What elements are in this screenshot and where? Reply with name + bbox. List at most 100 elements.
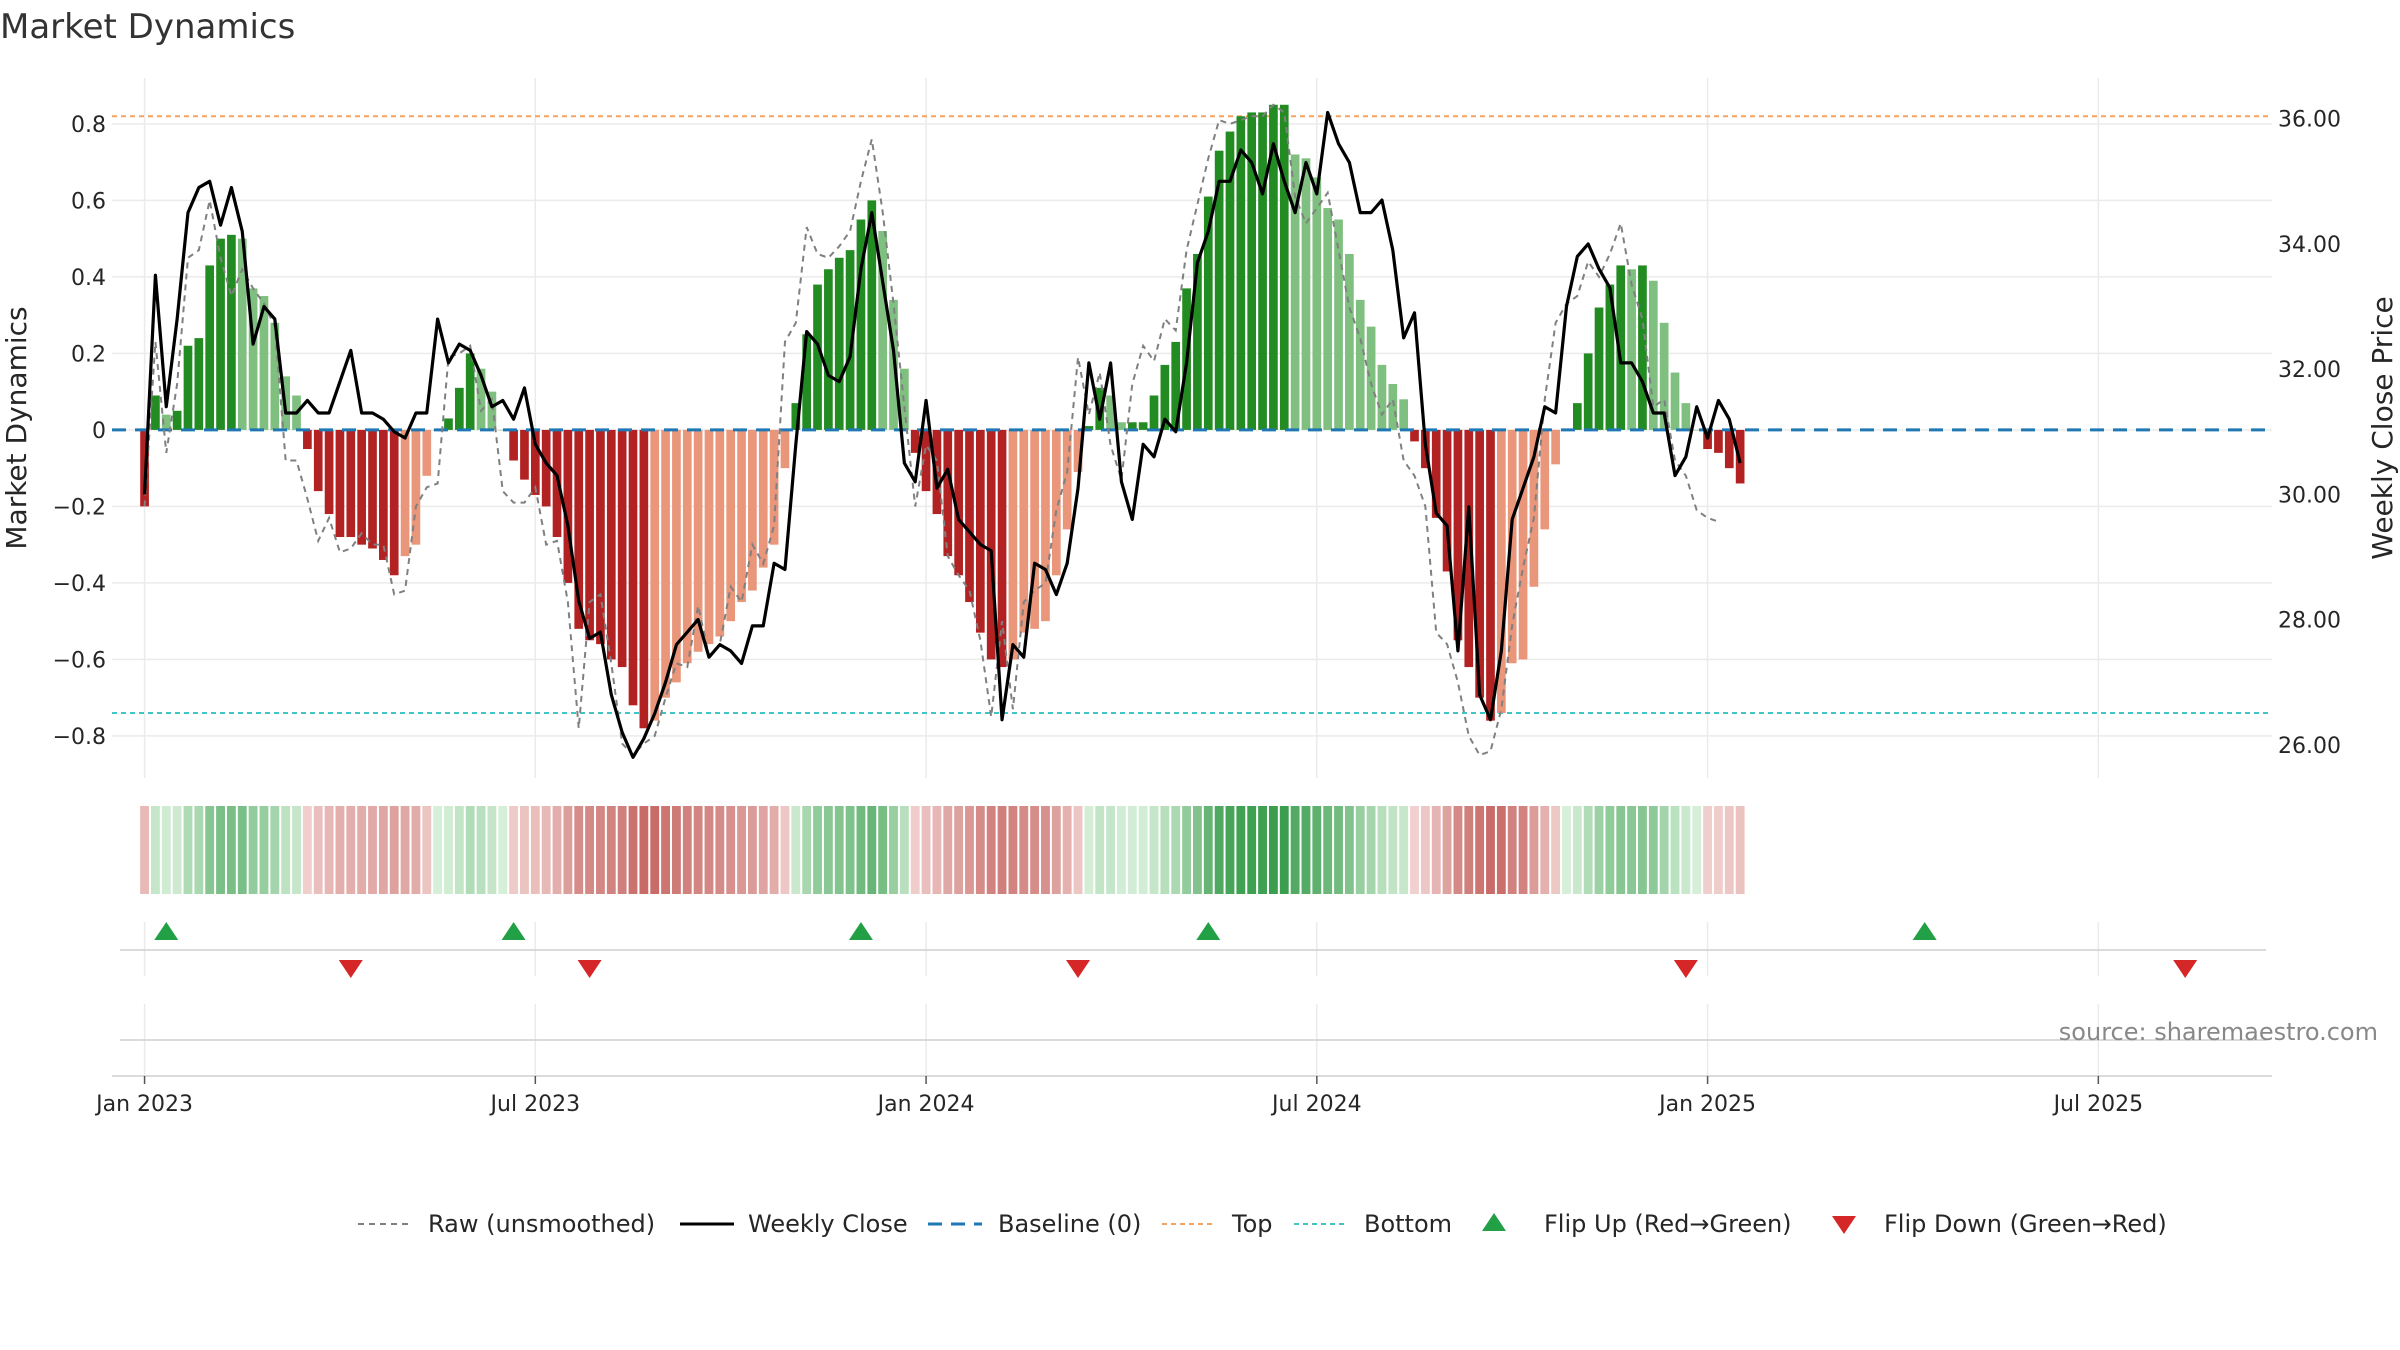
dynamics-bar [976,429,985,633]
chart-title: Market Dynamics [0,7,295,47]
regime-cell [1714,806,1723,894]
regime-cell [1692,806,1702,894]
regime-cell [1279,806,1289,894]
regime-cell [1106,806,1116,894]
dynamics-bar [237,238,247,430]
gridlines [112,78,2272,778]
dynamics-bar [259,296,269,430]
dynamics-bar [368,429,377,549]
left-tick-label: −0.2 [53,495,106,520]
x-tick-label: Jan 2023 [94,1092,193,1117]
regime-cell [487,806,497,894]
regime-cell [226,806,236,894]
regime-cell [747,806,757,894]
legend: Raw (unsmoothed) Weekly Close Baseline (… [358,1210,2167,1238]
dynamics-bar [574,429,584,629]
flip-markers [120,922,2266,978]
dynamics-bar [303,429,312,450]
dynamics-bar [1312,177,1322,430]
regime-cell [433,806,443,894]
dynamics-bar [1431,429,1441,518]
dynamics-bar [400,429,410,557]
regime-cell [1127,806,1137,894]
regime-cell [216,806,225,894]
regime-cell [1236,806,1246,894]
regime-cell [498,806,508,894]
x-tick-label: Jul 2023 [489,1092,581,1117]
dynamics-bar [628,429,638,706]
dynamics-bar [1106,395,1115,430]
regime-cell [954,806,964,894]
dynamics-bar [1084,426,1094,430]
regime-cell [965,806,974,894]
regime-cell [661,806,670,894]
left-tick-label: −0.8 [53,725,106,750]
dynamics-bar [1605,284,1615,430]
regime-cell [1214,806,1224,894]
flip-up-marker [154,922,179,940]
dynamics-bar [1410,429,1419,442]
dynamics-bar [1388,384,1398,430]
regime-cell [650,806,660,894]
lower-panel [112,1004,2272,1077]
regime-cell [1659,806,1669,894]
dynamics-bar [704,429,714,645]
regime-cell [324,806,334,894]
regime-cell [1496,806,1506,894]
regime-cell [1193,806,1202,894]
dynamics-bar [1724,429,1734,469]
dynamics-bar [758,429,768,568]
regime-cell [1442,806,1452,894]
legend-flip-up-icon [1482,1213,1506,1231]
regime-cell [943,806,953,894]
dynamics-bar [1714,429,1723,453]
left-tick-label: 0.8 [71,113,106,138]
regime-cell [378,806,388,894]
regime-cell [541,806,551,894]
regime-cell [1562,806,1571,894]
regime-cell [1648,806,1658,894]
regime-cell [1507,806,1517,894]
dynamics-bar [726,429,736,622]
dynamics-bar [693,429,703,652]
regime-cell [1583,806,1593,894]
regime-cell [1431,806,1441,894]
regime-cell [1051,806,1061,894]
dynamics-bar [1138,422,1148,430]
regime-cell [357,806,367,894]
dynamics-bar [965,429,974,603]
regime-cell [140,806,149,894]
regime-cell [302,806,312,894]
x-tick-label: Jul 2024 [1270,1092,1362,1117]
regime-cell [1323,806,1333,894]
dynamics-bar [1117,422,1126,430]
regime-cell [270,806,280,894]
regime-cell [628,806,638,894]
regime-cell [520,806,529,894]
regime-cell [476,806,486,894]
dynamics-bars [140,104,1745,729]
dynamics-bar [780,429,790,469]
right-tick-label: 32.00 [2278,358,2341,383]
dynamics-bar [357,429,366,545]
regime-cell [1225,806,1235,894]
regime-cell [444,806,453,894]
dynamics-bar [1486,429,1495,721]
dynamics-bar [1171,341,1181,430]
regime-cell [606,806,616,894]
regime-cell [1681,806,1691,894]
dynamics-bar [1399,399,1408,430]
dynamics-bar [411,429,421,545]
dynamics-bar [1594,307,1604,430]
dynamics-bar [1355,299,1365,430]
flip-up-marker [1196,922,1221,940]
regime-cell [1529,806,1539,894]
regime-cell [1638,806,1647,894]
regime-cell [1095,806,1105,894]
regime-cell [1594,806,1604,894]
dynamics-bar [1030,429,1039,629]
regime-cell [1377,806,1387,894]
regime-cell [1670,806,1680,894]
dynamics-bar [324,429,334,515]
dynamics-bar [824,269,833,430]
